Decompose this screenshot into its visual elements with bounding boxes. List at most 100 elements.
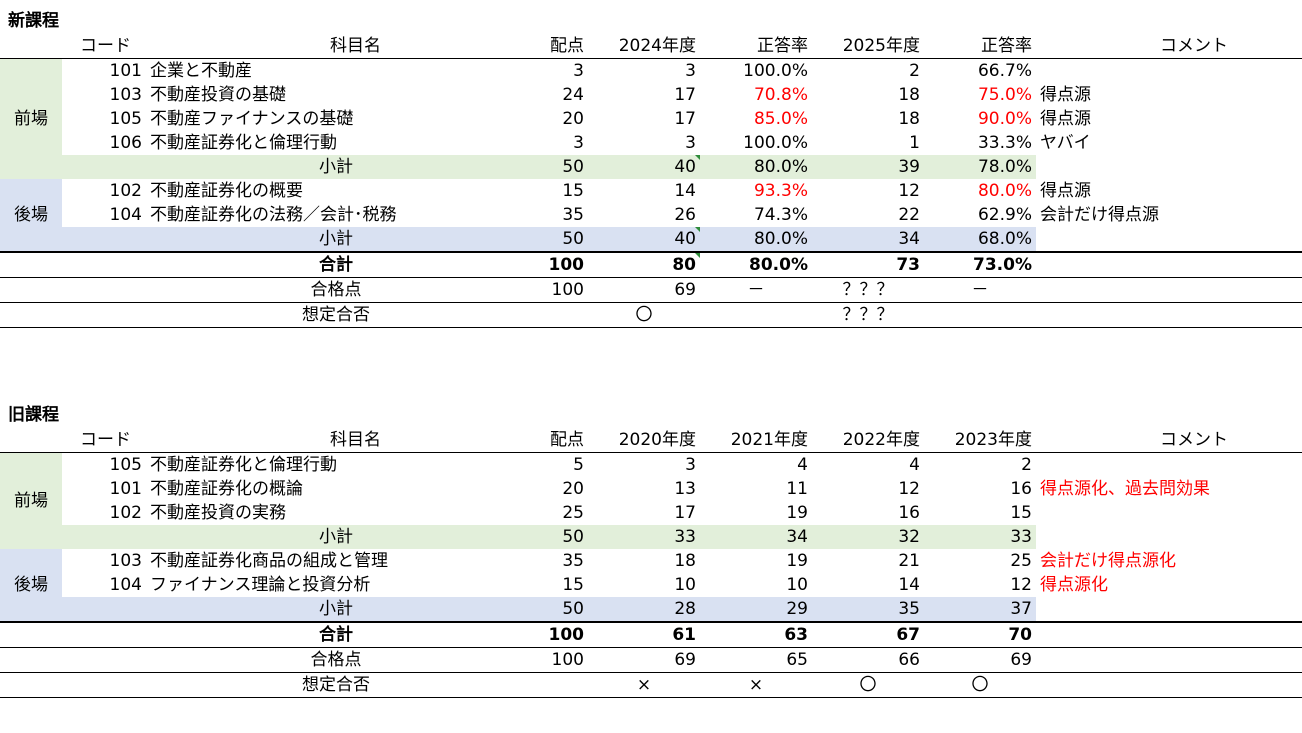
subject-name: ファイナンス理論と投資分析 xyxy=(150,575,371,595)
score-cell: 26 xyxy=(674,205,696,225)
score-cell: 70 xyxy=(924,621,1036,648)
score-cell: 4 xyxy=(797,455,808,475)
header-2022: 2022年度 xyxy=(842,429,920,450)
rate-cell: 80.0% xyxy=(700,155,812,179)
score-cell: 18 xyxy=(674,551,696,571)
points-cell: 50 xyxy=(526,525,588,549)
score-cell: 69 xyxy=(924,647,1036,673)
score-cell: 65 xyxy=(700,647,812,673)
points-cell: 20 xyxy=(562,109,584,129)
code-cell: 105 xyxy=(109,455,142,475)
subtotal-label: 小計 xyxy=(146,525,526,549)
comment-cell xyxy=(1036,501,1302,525)
score-cell: 35 xyxy=(812,597,924,622)
pass-label: 合格点 xyxy=(146,647,526,673)
score-cell: 3 xyxy=(685,455,696,475)
score-cell: 17 xyxy=(674,85,696,105)
subject-name: 不動産証券化の概要 xyxy=(150,181,303,201)
code-cell: 106 xyxy=(109,133,142,153)
rate-cell: 80.0% xyxy=(977,181,1032,201)
score-cell: 14 xyxy=(898,575,920,595)
table-row: 後場 103 不動産証券化商品の組成と管理 35 18 19 21 25 会計だ… xyxy=(0,549,1302,622)
header-row: コード 科目名 配点 2020年度 2021年度 2022年度 2023年度 コ… xyxy=(0,427,1302,453)
points-cell: 35 xyxy=(562,205,584,225)
verdict-cell: 〇 xyxy=(588,302,700,328)
subject-name: 不動産証券化と倫理行動 xyxy=(150,455,337,475)
rate-cell: 100.0% xyxy=(743,61,808,81)
header-code: コード xyxy=(80,429,131,450)
score-cell: 16 xyxy=(898,503,920,523)
total-row: 合計 100 80 80.0% 73 73.0% xyxy=(0,251,1302,278)
subtotal-label: 小計 xyxy=(146,155,526,179)
total-label: 合計 xyxy=(146,621,526,648)
rate-cell: 62.9% xyxy=(977,205,1032,225)
code-cell: 101 xyxy=(109,479,142,499)
code-cell: 103 xyxy=(109,85,142,105)
table-row: 後場 102 不動産証券化の概要 15 14 93.3% 12 80.0% 得点… xyxy=(0,179,1302,252)
old-curriculum-title: 旧課程 xyxy=(8,405,59,425)
score-cell: 29 xyxy=(700,597,812,622)
score-cell: 25 xyxy=(1010,551,1032,571)
header-rate-2025: 正答率 xyxy=(981,35,1032,56)
group-kouba: 後場 xyxy=(0,549,62,622)
header-comment: コメント xyxy=(1160,429,1228,450)
total-label: 合計 xyxy=(146,251,526,278)
comment-cell: 得点源化、過去問効果 xyxy=(1040,479,1210,499)
score-cell: 14 xyxy=(674,181,696,201)
rate-cell: － xyxy=(700,277,812,303)
points-cell: 24 xyxy=(562,85,584,105)
subtotal-label: 小計 xyxy=(146,227,526,252)
score-cell: 69 xyxy=(588,647,700,673)
verdict-row: 想定合否 × × 〇 〇 xyxy=(0,672,1302,698)
points-cell: 15 xyxy=(562,575,584,595)
subtotal-row: 小計 50 33 34 32 33 xyxy=(0,525,1302,549)
rate-cell: 74.3% xyxy=(753,205,808,225)
score-cell: 17 xyxy=(674,503,696,523)
points-cell: 15 xyxy=(562,181,584,201)
verdict-cell: 〇 xyxy=(812,672,924,698)
table-row: 103 不動産投資の基礎 24 17 70.8% 18 75.0% 得点源 xyxy=(0,83,1302,107)
table-row: 105 不動産ファイナンスの基礎 20 17 85.0% 18 90.0% 得点… xyxy=(0,107,1302,131)
header-row: コード 科目名 配点 2024年度 正答率 2025年度 正答率 コメント xyxy=(0,33,1302,59)
points-cell: 3 xyxy=(573,61,584,81)
rate-cell: 90.0% xyxy=(977,109,1032,129)
header-name: 科目名 xyxy=(330,35,381,56)
score-cell: 4 xyxy=(909,455,920,475)
old-curriculum-table: コード 科目名 配点 2020年度 2021年度 2022年度 2023年度 コ… xyxy=(0,427,1302,698)
points-cell: 50 xyxy=(526,227,588,252)
comment-cell: ヤバイ xyxy=(1040,133,1091,153)
score-cell: 33 xyxy=(924,525,1036,549)
score-cell: 18 xyxy=(898,85,920,105)
score-cell: 40 xyxy=(588,227,700,252)
new-curriculum-title: 新課程 xyxy=(8,11,59,31)
points-cell: 50 xyxy=(526,597,588,622)
score-cell: 67 xyxy=(812,621,924,648)
points-cell: 100 xyxy=(526,647,588,673)
rate-cell: 100.0% xyxy=(743,133,808,153)
score-cell: 13 xyxy=(674,479,696,499)
table-row: 101 不動産証券化の概論 20 13 11 12 16 得点源化、過去問効果 xyxy=(0,477,1302,501)
verdict-row: 想定合否 〇 ？？？ xyxy=(0,302,1302,328)
points-cell: 3 xyxy=(573,133,584,153)
code-cell: 102 xyxy=(109,503,142,523)
score-cell: 19 xyxy=(786,503,808,523)
score-cell: 22 xyxy=(898,205,920,225)
header-rate-2024: 正答率 xyxy=(757,35,808,56)
score-cell: 12 xyxy=(1010,575,1032,595)
header-comment: コメント xyxy=(1160,35,1228,56)
points-cell: 20 xyxy=(562,479,584,499)
score-cell: 3 xyxy=(685,133,696,153)
score-cell: 37 xyxy=(924,597,1036,622)
comment-cell: 得点源 xyxy=(1040,85,1091,105)
subject-name: 不動産ファイナンスの基礎 xyxy=(150,109,354,129)
points-cell: 100 xyxy=(526,277,588,303)
header-2025: 2025年度 xyxy=(842,35,920,56)
comment-cell: 得点源 xyxy=(1040,109,1091,129)
pass-row: 合格点 100 69 － ？？？ － xyxy=(0,277,1302,303)
points-cell: 100 xyxy=(526,251,588,278)
verdict-label: 想定合否 xyxy=(146,302,526,328)
code-cell: 101 xyxy=(109,61,142,81)
score-cell: 15 xyxy=(1010,503,1032,523)
subtotal-row: 小計 50 40 80.0% 34 68.0% xyxy=(0,227,1302,252)
group-zenba: 前場 xyxy=(0,452,62,549)
